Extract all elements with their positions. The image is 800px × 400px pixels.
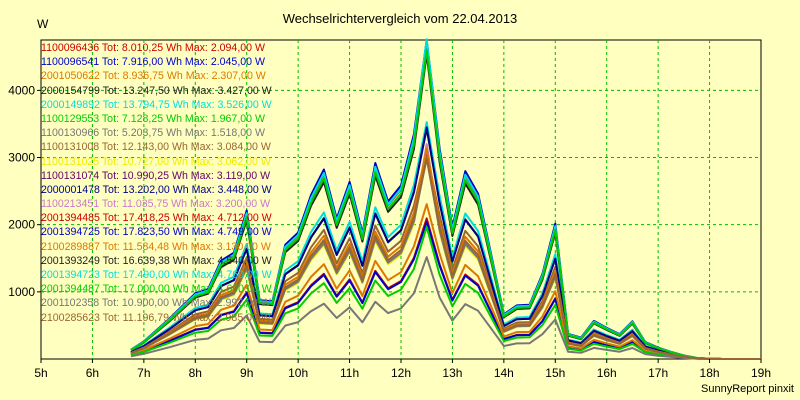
legend-entry-14: 2001394725 Tot: 17.823,50 Wh Max: 4.749,… xyxy=(41,226,272,239)
series-line-18 xyxy=(130,49,761,360)
x-tick-label: 8h xyxy=(189,366,202,380)
x-tick-label: 18h xyxy=(700,366,720,380)
x-tick-label: 6h xyxy=(86,366,99,380)
legend-entry-19: 2001102358 Tot: 10.900,00 Wh Max: 2.992,… xyxy=(41,297,271,310)
x-tick-label: 13h xyxy=(442,366,462,380)
legend-entry-5: 2000149892 Tot: 13.794,75 Wh Max: 3.526,… xyxy=(41,98,272,111)
legend-entry-10: 1100131074 Tot: 10.990,25 Wh Max: 3.119,… xyxy=(41,169,271,182)
legend-entry-3: 2001050622 Tot: 8.936,75 Wh Max: 2.307,0… xyxy=(41,70,266,83)
legend-entry-20: 2100285623 Tot: 11.196,79 Wh Max: 2.985,… xyxy=(41,311,271,324)
tick-labels: 5h 6h 7h 8h 9h 10h 11h 12h 13h 14h 15h 16h 17h 18h 19h… xyxy=(8,83,771,380)
y-axis-label: W xyxy=(37,17,49,31)
legend-entry-17: 2001394723 Tot: 17.490,00 Wh Max: 4.760,… xyxy=(41,269,272,281)
x-tick-label: 15h xyxy=(545,366,565,380)
legend: 1100096436 Tot: 8.010,25 Wh Max: 2.094,0… xyxy=(41,41,272,325)
y-tick-label: 2000 xyxy=(8,218,35,232)
legend-entry-1: 1100096436 Tot: 8.010,25 Wh Max: 2.094,0… xyxy=(41,42,265,54)
legend-entry-2: 1100096541 Tot: 7.916,00 Wh Max: 2.045,0… xyxy=(41,56,265,69)
x-tick-label: 17h xyxy=(648,366,668,380)
x-tick-label: 16h xyxy=(597,366,617,380)
x-tick-label: 10h xyxy=(288,366,308,380)
series-line-20 xyxy=(130,157,761,360)
series-line-3 xyxy=(130,203,761,360)
legend-entry-8: 1100131008 Tot: 12.143,00 Wh Max: 3.084,… xyxy=(41,141,271,154)
x-tick-label: 19h xyxy=(751,366,771,380)
x-tick-label: 7h xyxy=(137,366,150,380)
x-tick-label: 12h xyxy=(391,366,411,380)
legend-entry-11: 2000001478 Tot: 13.202,00 Wh Max: 3.448,… xyxy=(41,183,272,196)
x-tick-label: 9h xyxy=(240,366,253,380)
legend-entry-18: 2001394487 Tot: 17.000,00 Wh Max: 4.600,… xyxy=(41,283,272,296)
legend-entry-16: 2001393249 Tot: 16.639,38 Wh Max: 4.540,… xyxy=(41,254,272,267)
y-tick-label: 3000 xyxy=(8,151,35,165)
y-tick-label: 1000 xyxy=(8,285,35,299)
chart-title: Wechselrichtervergleich vom 22.04.2013 xyxy=(282,11,518,26)
legend-entry-13: 2001394485 Tot: 17.418,25 Wh Max: 4.712,… xyxy=(41,212,272,225)
series-lines xyxy=(130,38,761,360)
legend-entry-4: 2000154799 Tot: 13.247,50 Wh Max: 3.427,… xyxy=(41,84,272,97)
legend-entry-6: 1100129553 Tot: 7.128,25 Wh Max: 1.967,0… xyxy=(41,112,265,125)
legend-entry-15: 2100289887 Tot: 11.584,48 Wh Max: 3.130,… xyxy=(41,240,271,253)
x-tick-label: 14h xyxy=(494,366,514,380)
legend-entry-9: 1100131025 Tot: 10.727,00 Wh Max: 3.062,… xyxy=(41,155,271,168)
legend-entry-12: 1100213451 Tot: 11.035,75 Wh Max: 3.200,… xyxy=(41,198,271,211)
series-line-7 xyxy=(130,256,761,360)
x-tick-label: 5h xyxy=(34,366,47,380)
x-tick-label: 11h xyxy=(340,366,359,380)
series-line-6 xyxy=(130,225,761,360)
series-line-11 xyxy=(130,126,761,360)
y-tick-label: 4000 xyxy=(8,83,35,97)
credit-label: SunnyReport pinxit xyxy=(701,383,794,395)
legend-entry-7: 1100130966 Tot: 5.203,75 Wh Max: 1.518,0… xyxy=(41,127,265,140)
